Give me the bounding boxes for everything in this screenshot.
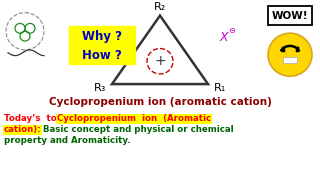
Text: R₂: R₂: [154, 2, 166, 12]
Text: ⊖: ⊖: [228, 26, 236, 35]
Text: WOW!: WOW!: [272, 11, 308, 21]
FancyBboxPatch shape: [69, 26, 135, 64]
Text: Today’s  topic:: Today’s topic:: [4, 114, 81, 123]
Text: X: X: [220, 31, 228, 44]
Text: R₁: R₁: [214, 83, 226, 93]
Bar: [283, 57, 297, 63]
Text: R₃: R₃: [94, 83, 106, 93]
Text: cation):: cation):: [4, 125, 42, 134]
Text: Cyclopropenium ion (aromatic cation): Cyclopropenium ion (aromatic cation): [49, 97, 271, 107]
Circle shape: [268, 33, 312, 76]
Text: +: +: [154, 54, 166, 68]
Text: property and Aromaticity.: property and Aromaticity.: [4, 136, 131, 145]
Text: Cyclopropenium  ion  (Aromatic: Cyclopropenium ion (Aromatic: [57, 114, 211, 123]
Text: Why ?
How ?: Why ? How ?: [82, 30, 122, 62]
Text: Basic concept and physical or chemical: Basic concept and physical or chemical: [40, 125, 234, 134]
